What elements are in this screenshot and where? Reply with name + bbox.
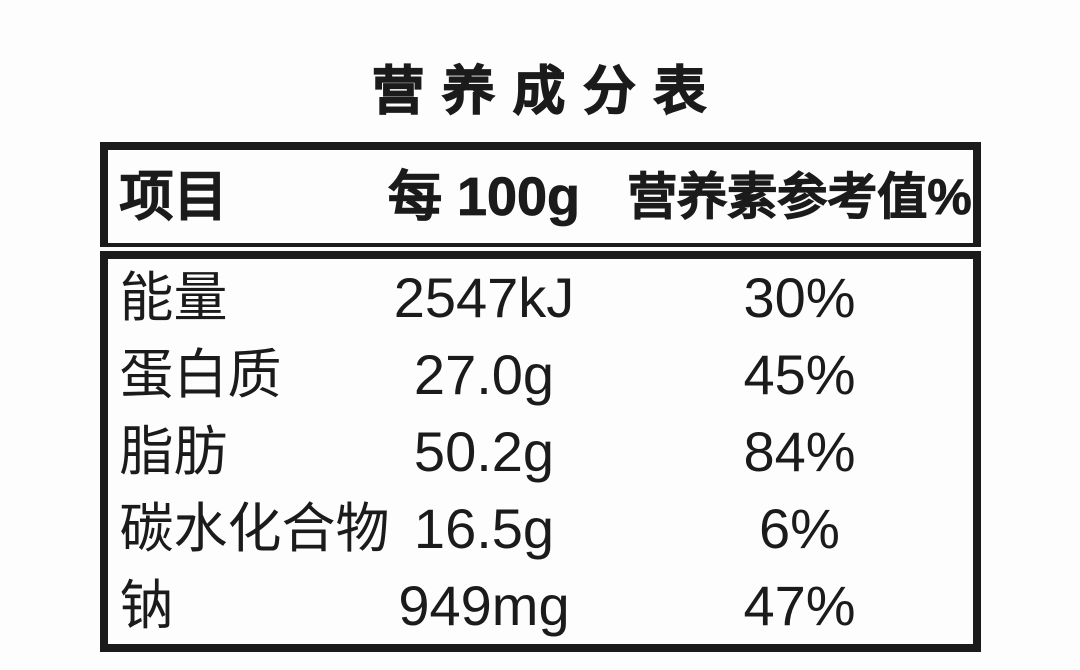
- nutrient-name: 能量: [119, 267, 228, 328]
- nutrient-amount: 2547kJ: [393, 265, 575, 329]
- nutrient-amount: 16.5g: [413, 496, 555, 560]
- nutrient-amount: 27.0g: [413, 342, 555, 406]
- table-row: 钠 949mg 47%: [108, 567, 973, 644]
- nutrient-nrv-percent: 47%: [743, 573, 856, 637]
- column-header-nrv-percent: 营养素参考值%: [627, 168, 972, 225]
- nutrient-nrv-percent: 84%: [743, 419, 856, 483]
- nutrition-table: 项目 每 100g 营养素参考值% 能量 2547kJ 30% 蛋白质 27.0…: [99, 142, 981, 652]
- table-header-row: 项目 每 100g 营养素参考值%: [99, 142, 981, 247]
- nutrient-name: 脂肪: [119, 421, 228, 482]
- table-row: 碳水化合物 16.5g 6%: [108, 490, 973, 567]
- nutrient-amount: 50.2g: [413, 419, 555, 483]
- nutrient-nrv-percent: 6%: [759, 496, 840, 560]
- nutrient-amount: 949mg: [398, 573, 570, 637]
- nutrient-name: 钠: [119, 575, 174, 636]
- column-header-item: 项目: [119, 166, 228, 227]
- nutrient-nrv-percent: 30%: [743, 265, 856, 329]
- table-row: 蛋白质 27.0g 45%: [108, 336, 973, 413]
- column-header-per-100g: 每 100g: [387, 166, 581, 227]
- table-row: 能量 2547kJ 30%: [108, 259, 973, 336]
- table-row: 脂肪 50.2g 84%: [108, 413, 973, 490]
- nutrient-name: 碳水化合物: [119, 498, 390, 559]
- nutrient-name: 蛋白质: [119, 344, 282, 405]
- page-title: 营 养 成 分 表: [371, 63, 708, 121]
- table-body: 能量 2547kJ 30% 蛋白质 27.0g 45% 脂肪 50.2g 84%…: [99, 251, 981, 652]
- nutrient-nrv-percent: 45%: [743, 342, 856, 406]
